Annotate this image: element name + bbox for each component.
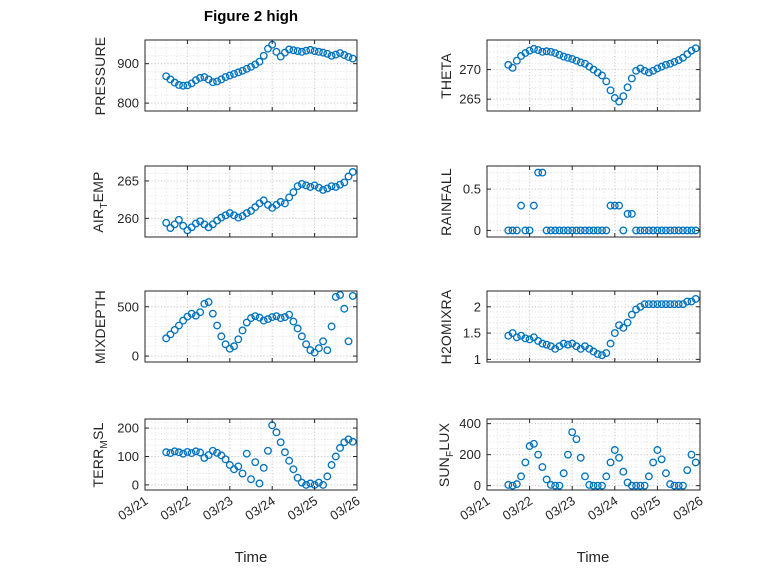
x-tick-label: 03/26 <box>670 493 705 523</box>
ylabel-h2omixra: H2OMIXRA <box>438 289 454 364</box>
subplot-mixdepth: 0 500 <box>117 290 358 364</box>
x-tick-label: 03/25 <box>285 493 320 523</box>
data-points-sun-flux <box>504 428 700 490</box>
ylabel-air-temp: AIRTEMP <box>90 170 110 233</box>
subplot-terr-msl: 03/21 03/22 03/23 03/24 03/25 03/26 0 100 200 <box>115 418 363 523</box>
ylabel-theta: THETA <box>438 52 454 99</box>
y-tick-label: 260 <box>117 211 139 226</box>
y-tick-label: 900 <box>117 56 139 71</box>
y-tick-label: 500 <box>117 299 139 314</box>
x-tick-label: 03/23 <box>200 493 235 523</box>
y-tick-label: 0.5 <box>463 182 481 197</box>
data-points-pressure <box>162 40 357 90</box>
x-tick-label: 03/26 <box>327 493 362 523</box>
data-points-terr-msl <box>162 421 357 489</box>
subplot-theta: 265 270 <box>459 39 701 112</box>
y-tick-label: 400 <box>459 416 481 431</box>
data-points-h2omixra <box>504 294 700 360</box>
xlabel-time-right: Time <box>576 549 610 566</box>
data-points-mixdepth <box>162 291 357 357</box>
ylabel-terr-msl: TERRMSL <box>90 422 110 487</box>
data-points-air-temp <box>162 168 357 235</box>
x-tick-label: 03/21 <box>457 493 492 523</box>
x-tick-label: 03/23 <box>542 493 577 523</box>
y-tick-label: 100 <box>117 449 139 464</box>
y-tick-label: 0 <box>132 477 139 492</box>
subplot-rainfall: 00.5 <box>463 165 701 238</box>
xlabel-time-left: Time <box>234 549 268 566</box>
y-tick-label: 265 <box>459 92 481 107</box>
ylabel-sun-flux: SUNFLUX <box>436 422 456 487</box>
y-tick-label: 2 <box>474 299 481 314</box>
data-points-theta <box>504 44 700 106</box>
x-tick-label: 03/22 <box>500 493 535 523</box>
figure-title: Figure 2 high <box>203 8 299 25</box>
y-tick-label: 0 <box>474 478 481 493</box>
y-tick-label: 200 <box>459 447 481 462</box>
y-tick-label: 0 <box>474 223 481 238</box>
y-tick-label: 270 <box>459 62 481 77</box>
x-tick-label: 03/24 <box>242 493 277 523</box>
ylabel-rainfall: RAINFALL <box>438 167 454 236</box>
x-tick-label: 03/21 <box>115 493 150 523</box>
subplot-sun-flux: 03/21 03/22 03/23 03/24 03/25 03/26 0 200 400 <box>457 416 705 523</box>
data-points-rainfall <box>504 168 700 235</box>
y-tick-label: 1 <box>474 352 481 367</box>
y-tick-label: 0 <box>132 349 139 364</box>
y-tick-label: 265 <box>117 173 139 188</box>
subplot-air-temp: 260 265 <box>117 165 358 238</box>
y-tick-label: 200 <box>117 421 139 436</box>
y-tick-label: 800 <box>117 96 139 111</box>
subplot-pressure: 800 900 <box>117 39 358 112</box>
x-tick-label: 03/22 <box>158 493 193 523</box>
x-tick-label: 03/24 <box>585 493 620 523</box>
ylabel-mixdepth: MIXDEPTH <box>92 289 108 364</box>
ylabel-pressure: PRESSURE <box>92 36 108 115</box>
subplot-h2omixra: 11.52 <box>463 290 701 367</box>
y-tick-label: 1.5 <box>463 326 481 341</box>
x-tick-label: 03/25 <box>628 493 663 523</box>
